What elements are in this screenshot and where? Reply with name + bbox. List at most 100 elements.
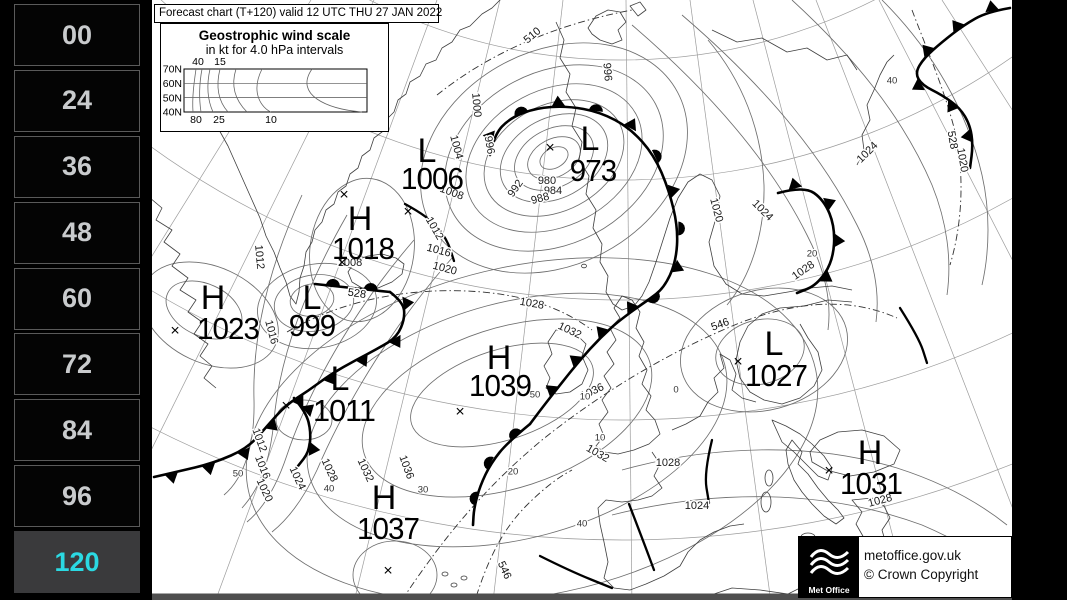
timestep-button-36[interactable]: 36	[14, 135, 140, 198]
wind-scale-diagram: 70N 60N 50N 40N 40 15 80 25 10	[162, 56, 367, 126]
cold-front	[528, 298, 650, 426]
svg-text:996: 996	[600, 62, 614, 81]
svg-text:10: 10	[595, 432, 606, 443]
pressure-center-letter: L	[303, 279, 322, 317]
svg-text:1020: 1020	[954, 147, 970, 173]
svg-text:996: 996	[482, 135, 497, 155]
pressure-center-value: 1027	[745, 358, 807, 393]
pressure-center-value: 1006	[401, 161, 463, 196]
pressure-center-value: 1023	[197, 311, 259, 346]
timestep-button-48[interactable]: 48	[14, 201, 140, 264]
chart-title: Forecast chart (T+120) valid 12 UTC THU …	[159, 7, 443, 19]
timestep-button-72[interactable]: 72	[14, 333, 140, 396]
pressure-center-value: 999	[289, 308, 336, 343]
svg-text:40N: 40N	[162, 107, 181, 119]
thickness-lines-layer	[286, 9, 962, 600]
svg-text:1028: 1028	[319, 457, 340, 484]
pressure-center-x-mark: ×	[339, 187, 348, 204]
pressure-center-letter: H	[201, 279, 226, 317]
svg-text:40: 40	[192, 57, 204, 68]
svg-text:980: 980	[538, 175, 556, 187]
timestep-button-60[interactable]: 60	[14, 267, 140, 330]
svg-text:10: 10	[265, 114, 277, 125]
svg-text:1020: 1020	[431, 260, 458, 278]
timestep-button-120[interactable]: 120	[14, 531, 140, 593]
svg-text:1024: 1024	[287, 465, 308, 492]
svg-text:70N: 70N	[162, 64, 181, 76]
svg-text:1020: 1020	[254, 477, 275, 504]
svg-text:40: 40	[577, 518, 588, 529]
pressure-center-letter: L	[331, 360, 350, 398]
pressure-center-value: 1018	[332, 231, 394, 266]
pressure-center-letter: L	[418, 132, 437, 170]
pressure-center-x-mark: ×	[383, 563, 392, 580]
fronts-layer	[152, 0, 1012, 590]
svg-text:1024: 1024	[855, 140, 881, 166]
pressure-center-letter: L	[765, 325, 784, 363]
svg-text:984: 984	[544, 185, 562, 197]
svg-text:528: 528	[347, 287, 367, 301]
svg-text:0: 0	[673, 384, 678, 395]
timestep-sidebar: 00 24 36 48 60 72 84 96 120	[0, 0, 152, 600]
pressure-center-letter: H	[487, 339, 512, 377]
svg-text:50: 50	[530, 389, 541, 400]
occluded-front	[488, 105, 679, 302]
svg-text:1012: 1012	[252, 244, 266, 269]
svg-text:15: 15	[214, 57, 226, 68]
svg-text:1004: 1004	[447, 134, 465, 161]
svg-text:50N: 50N	[162, 92, 181, 104]
svg-text:20: 20	[508, 466, 519, 477]
pressure-center-value: 1011	[313, 393, 375, 428]
trough-front	[898, 306, 929, 365]
svg-text:1012: 1012	[423, 215, 446, 242]
svg-text:528: 528	[945, 130, 960, 150]
pressure-center-x-mark: ×	[403, 204, 412, 221]
cold-front	[152, 290, 406, 479]
chart-title-bar: Forecast chart (T+120) valid 12 UTC THU …	[154, 4, 443, 23]
isobar-layer	[152, 0, 1008, 600]
pressure-centers-layer: L1006H1018L973H1023L999L1011H1039L1027H1…	[197, 120, 903, 546]
wind-scale-title: Geostrophic wind scale	[198, 28, 351, 43]
svg-text:50: 50	[233, 468, 244, 479]
timestep-button-96[interactable]: 96	[14, 465, 140, 528]
svg-text:25: 25	[213, 114, 225, 125]
svg-text:1036: 1036	[396, 454, 416, 481]
pressure-center-x-mark: ×	[170, 323, 179, 340]
branding-url: metoffice.gov.uk	[864, 548, 962, 563]
timestep-button-00[interactable]: 00	[14, 4, 140, 66]
svg-text:988: 988	[530, 191, 551, 207]
svg-text:40: 40	[324, 483, 335, 494]
svg-text:1020: 1020	[707, 197, 725, 224]
map-bottom-strip	[152, 593, 1012, 600]
pressure-center-value: 1037	[357, 511, 419, 546]
pressure-center-x-mark: ×	[281, 398, 290, 415]
pressure-center-value: 1039	[469, 368, 531, 403]
svg-text:546: 546	[495, 560, 514, 582]
geostrophic-wind-scale-box: Geostrophic wind scale in kt for 4.0 hPa…	[160, 23, 389, 132]
svg-text:20: 20	[807, 248, 818, 259]
timestep-button-84[interactable]: 84	[14, 399, 140, 462]
trough-front	[538, 554, 614, 590]
coastline-layer	[152, 0, 1011, 597]
warm-front	[471, 422, 532, 527]
met-office-waves-icon	[809, 549, 850, 575]
pressure-center-letter: L	[581, 120, 600, 158]
pressure-center-x-mark: ×	[733, 354, 742, 371]
svg-text:1028: 1028	[656, 457, 680, 469]
timestep-button-24[interactable]: 24	[14, 69, 140, 132]
svg-text:10: 10	[580, 391, 591, 402]
cold-front	[776, 188, 836, 295]
pressure-center-letter: H	[858, 434, 883, 472]
svg-text:80: 80	[190, 114, 202, 125]
forecast-chart-area: 1004 996 1000 996 980 984 988 992 1008 1008 1012 10…	[152, 0, 1012, 600]
svg-text:992: 992	[506, 178, 526, 200]
svg-text:1028: 1028	[519, 296, 545, 312]
met-office-branding: Met Office metoffice.gov.uk © Crown Copy…	[798, 536, 1012, 598]
svg-text:30: 30	[418, 484, 429, 495]
met-office-logo: Met Office	[799, 537, 859, 597]
pressure-center-letter: H	[372, 479, 397, 517]
pressure-center-letter: H	[348, 200, 373, 238]
pressure-center-value: 973	[570, 153, 617, 188]
svg-text:510: 510	[522, 25, 544, 46]
svg-text:1032: 1032	[556, 320, 583, 341]
